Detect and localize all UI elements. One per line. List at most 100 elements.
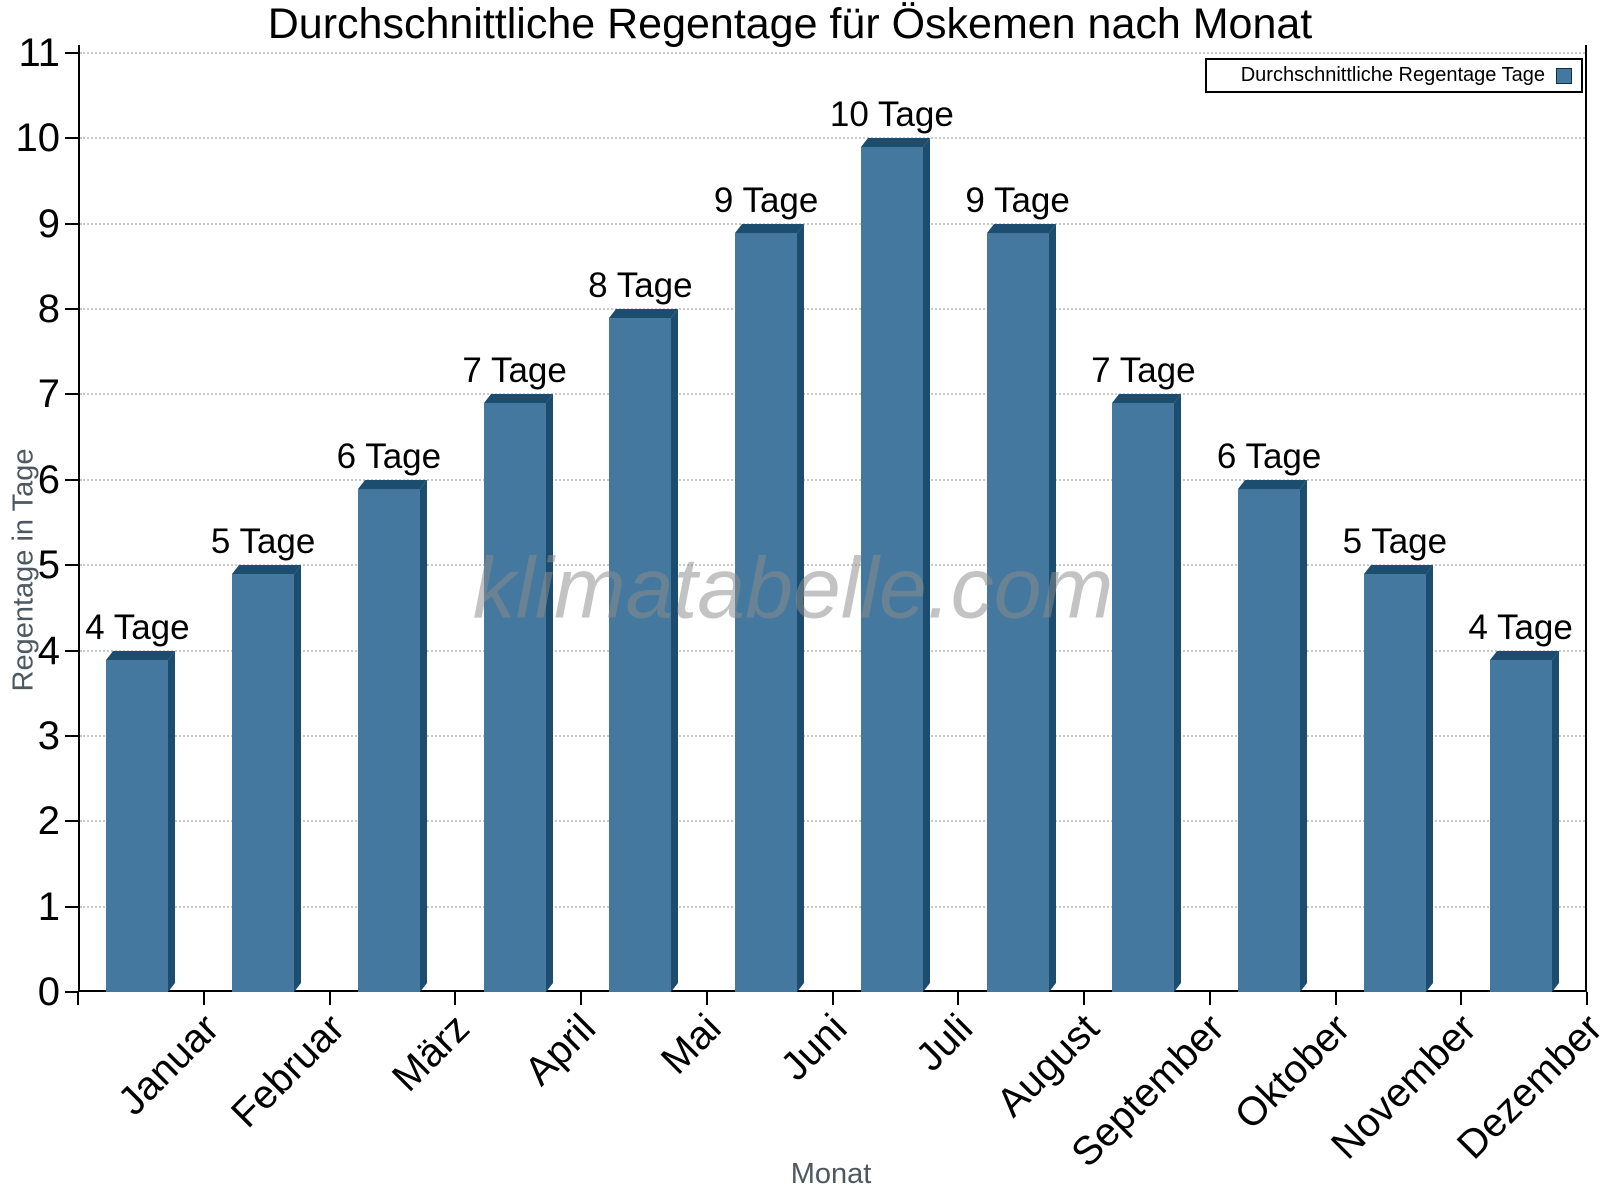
- bar-top-bevel: [860, 138, 930, 147]
- y-tick-label: 3: [37, 713, 60, 758]
- bar-side-shadow: [1300, 480, 1308, 992]
- y-tick-label: 2: [37, 799, 60, 844]
- bar-top-bevel: [735, 224, 805, 233]
- bar-september: [1112, 394, 1182, 992]
- bar-side-shadow: [1425, 565, 1433, 992]
- x-axis-title: Monat: [790, 1158, 872, 1190]
- bar-face: [609, 318, 672, 992]
- y-tick-label: 9: [37, 201, 60, 246]
- bar-face: [1489, 660, 1552, 992]
- x-tick: [328, 992, 331, 1005]
- bar-mai: [609, 309, 679, 992]
- y-tick-label: 6: [37, 457, 60, 502]
- bar-face: [1363, 574, 1426, 992]
- gridline: [80, 649, 1585, 652]
- y-tick-label: 4: [37, 628, 60, 673]
- y-tick: [65, 52, 78, 54]
- legend-swatch: [1556, 67, 1572, 84]
- y-tick: [65, 137, 78, 140]
- y-tick: [65, 478, 78, 481]
- bar-value-label: 6 Tage: [1216, 437, 1322, 476]
- y-tick: [65, 649, 78, 652]
- y-tick-label: 7: [37, 372, 60, 417]
- x-tick: [957, 992, 960, 1005]
- chart-title: Durchschnittliche Regentage für Öskemen …: [267, 0, 1313, 48]
- bar-side-shadow: [671, 309, 679, 992]
- bar-top-bevel: [232, 565, 302, 574]
- bar-side-shadow: [1551, 651, 1559, 992]
- x-tick: [705, 992, 708, 1005]
- bar-side-shadow: [1048, 224, 1056, 992]
- y-tick: [65, 820, 78, 823]
- bar-value-label: 4 Tage: [1468, 608, 1573, 647]
- bar-side-shadow: [797, 224, 805, 992]
- bar-value-label: 4 Tage: [85, 608, 190, 647]
- gridline: [80, 564, 1585, 567]
- bar-februar: [232, 565, 302, 992]
- bar-face: [483, 403, 546, 992]
- bar-value-label: 7 Tage: [1091, 351, 1196, 390]
- y-tick: [65, 991, 78, 993]
- bar-april: [483, 394, 553, 992]
- y-tick-label: 8: [37, 287, 60, 332]
- gridline: [80, 820, 1585, 823]
- gridline: [80, 222, 1585, 225]
- y-tick-label: 5: [37, 543, 60, 588]
- bar-face: [106, 660, 169, 992]
- bar-face: [735, 233, 798, 992]
- gridline: [80, 308, 1585, 311]
- y-tick-label: 1: [37, 884, 60, 929]
- y-tick: [65, 308, 78, 311]
- y-tick-label: 0: [37, 970, 60, 1014]
- bar-side-shadow: [168, 651, 176, 992]
- legend: Durchschnittliche Regentage Tage: [1205, 58, 1583, 93]
- bar-side-shadow: [419, 480, 427, 992]
- x-tick: [77, 992, 79, 1005]
- y-tick-label: 10: [15, 116, 61, 161]
- bar-top-bevel: [609, 309, 679, 318]
- x-tick: [831, 992, 834, 1005]
- bar-top-bevel: [357, 480, 427, 489]
- bar-face: [986, 233, 1049, 992]
- bar-märz: [357, 480, 427, 992]
- bar-value-label: 9 Tage: [713, 181, 819, 220]
- bar-dezember: [1489, 651, 1559, 992]
- gridline: [80, 905, 1585, 908]
- bar-januar: [106, 651, 176, 992]
- bar-side-shadow: [1174, 394, 1182, 992]
- bar-oktober: [1238, 480, 1308, 992]
- x-tick: [580, 992, 582, 1005]
- y-tick: [65, 734, 78, 737]
- bar-value-label: 10 Tage: [829, 95, 954, 134]
- bar-face: [232, 574, 295, 992]
- gridline: [80, 478, 1585, 481]
- y-tick: [65, 905, 78, 908]
- bar-top-bevel: [1489, 651, 1559, 660]
- gridline: [80, 52, 1585, 54]
- bar-face: [860, 147, 923, 992]
- bar-side-shadow: [545, 394, 553, 992]
- legend-label: Durchschnittliche Regentage Tage: [1240, 64, 1545, 86]
- y-tick: [65, 393, 78, 396]
- bar-august: [986, 224, 1056, 992]
- bar-top-bevel: [1363, 565, 1433, 574]
- x-tick: [1334, 992, 1337, 1005]
- bar-top-bevel: [986, 224, 1056, 233]
- x-tick: [1586, 992, 1588, 1005]
- bar-value-label: 6 Tage: [336, 437, 442, 476]
- bar-face: [1238, 489, 1301, 992]
- bar-top-bevel: [483, 394, 553, 403]
- bar-face: [1112, 403, 1175, 992]
- y-tick-label: 11: [18, 31, 60, 75]
- bar-juni: [735, 224, 805, 992]
- bar-november: [1363, 565, 1433, 992]
- bar-side-shadow: [294, 565, 302, 992]
- bar-juli: [860, 138, 930, 992]
- gridline: [80, 137, 1585, 140]
- x-tick: [1208, 992, 1211, 1005]
- bar-value-label: 5 Tage: [210, 522, 316, 561]
- gridline: [80, 734, 1585, 737]
- x-tick: [1460, 992, 1463, 1005]
- watermark: klimatabelle.com: [472, 540, 1114, 637]
